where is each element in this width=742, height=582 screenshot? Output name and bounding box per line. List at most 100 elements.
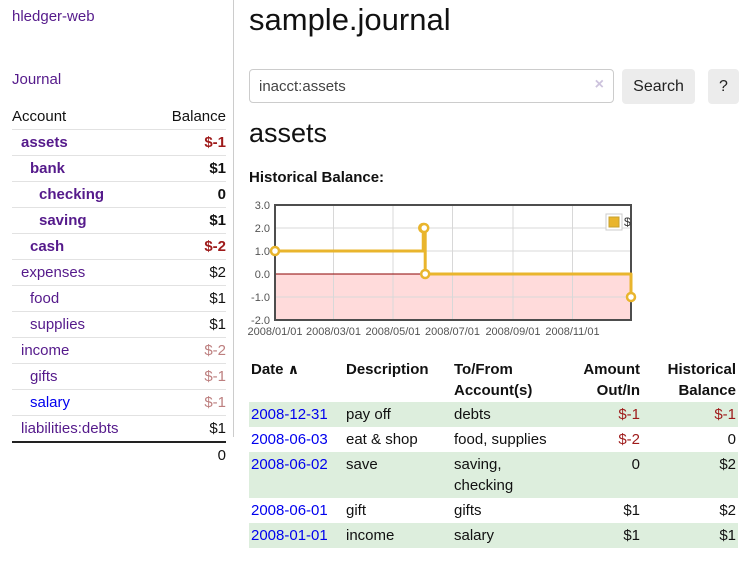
account-link-cash[interactable]: cash [30,238,65,255]
account-balance: $-1 [204,368,226,385]
transaction-amount: $1 [623,527,640,544]
transaction-accounts: salary [454,527,495,544]
transaction-description: gift [346,502,367,519]
data-point-marker [419,268,431,280]
account-link-checking[interactable]: checking [39,186,105,203]
x-axis-tick-label: 2008/09/01 [485,326,540,338]
y-axis-tick-label: 1.0 [255,246,270,258]
transaction-amount: $-1 [618,406,640,423]
x-axis-tick-label: 2008/03/01 [306,326,361,338]
account-row-gifts: gifts $-1 [12,363,226,389]
app-brand-link[interactable]: hledger-web [12,8,95,25]
account-balance: $-1 [204,134,226,151]
legend-swatch [608,216,620,228]
account-balance: 0 [217,186,226,203]
column-header-balance: Historical Balance [667,361,736,399]
account-link-food[interactable]: food [30,290,60,307]
transaction-accounts: gifts [454,502,482,519]
transaction-amount: $1 [623,502,640,519]
register-row[interactable]: 2008-01-01 income salary $1 $1 [249,523,738,548]
y-axis-tick-label: -1.0 [251,292,270,304]
transaction-date-link[interactable]: 2008-01-01 [251,527,328,544]
account-link-saving[interactable]: saving [39,212,87,229]
transaction-accounts: food, supplies [454,431,547,448]
transaction-accounts: saving, checking [454,456,514,494]
account-row-expenses: expenses $2 [12,259,226,285]
sidebar-item-journal[interactable]: Journal [12,71,62,88]
account-link-expenses[interactable]: expenses [21,264,86,281]
register-header-row: Date ∧ Description To/From Account(s) Am… [249,358,738,402]
chart-title: Historical Balance: [249,169,385,186]
search-button[interactable]: Search [622,69,695,104]
account-row-food: food $1 [12,285,226,311]
search-form: × [249,69,614,104]
account-link-gifts[interactable]: gifts [30,368,58,385]
transaction-balance: $1 [719,527,736,544]
transaction-date-link[interactable]: 2008-06-02 [251,456,328,473]
transaction-date-link[interactable]: 2008-06-01 [251,502,328,519]
account-link-assets[interactable]: assets [21,134,68,151]
transaction-description: save [346,456,378,473]
account-row-assets: assets $-1 [12,129,226,155]
transaction-amount: $-2 [618,431,640,448]
account-balance: $1 [209,316,226,333]
transaction-balance: $-1 [714,406,736,423]
column-header-amount: Amount Out/In [583,361,640,399]
data-point-marker [269,245,281,257]
data-point-marker [418,222,430,234]
account-balance: $1 [209,160,226,177]
register-row[interactable]: 2008-06-01 gift gifts $1 $2 [249,498,738,523]
clear-search-icon[interactable]: × [594,76,604,93]
y-axis-tick-label: 2.0 [255,223,270,235]
account-link-bank[interactable]: bank [30,160,66,177]
transaction-date-link[interactable]: 2008-06-03 [251,431,328,448]
y-axis-tick-label: -2.0 [251,315,270,327]
account-balance: $-2 [204,342,226,359]
account-link-liabilities-debts[interactable]: liabilities:debts [21,420,119,437]
account-row-supplies: supplies $1 [12,311,226,337]
register-row[interactable]: 2008-06-02 save saving, checking 0 $2 [249,452,738,498]
accounts-header-row: Account Balance [12,104,226,129]
accounts-header-account: Account [12,108,67,125]
account-balance: $2 [209,264,226,281]
sidebar: hledger-web Journal Account Balance asse… [0,0,234,464]
account-balance: $-2 [204,238,226,255]
sort-ascending-icon: ∧ [287,361,300,377]
account-balance: $1 [209,420,226,437]
account-row-saving: saving $1 [12,207,226,233]
account-row-cash: cash $-2 [12,233,226,259]
register-row[interactable]: 2008-12-31 pay off debts $-1 $-1 [249,402,738,427]
data-point-marker [625,291,637,303]
search-input[interactable] [249,69,614,103]
column-header-accounts: To/From Account(s) [454,361,533,399]
main-content: sample.journal × Search ? assets Histori… [247,0,742,582]
account-balance: $-1 [204,394,226,411]
accounts-tree: Account Balance assets $-1 bank $1 check… [12,104,226,468]
account-row-checking: checking 0 [12,181,226,207]
register-row[interactable]: 2008-06-03 eat & shop food, supplies $-2… [249,427,738,452]
x-axis-tick-label: 2008/01/01 [247,326,302,338]
account-balance: $1 [209,290,226,307]
accounts-total-row: 0 [12,441,226,468]
accounts-header-balance: Balance [171,108,226,125]
account-row-salary: salary $-1 [12,389,226,415]
transaction-amount: 0 [631,456,640,473]
help-button[interactable]: ? [708,69,739,104]
x-axis-tick-label: 2008/05/01 [365,326,420,338]
transaction-date-link[interactable]: 2008-12-31 [251,406,328,423]
column-header-date[interactable]: Date ∧ [251,361,300,378]
legend-label: $ [624,215,631,229]
y-axis-tick-label: 0.0 [255,269,270,281]
account-link-salary[interactable]: salary [30,394,71,411]
account-row-liabilities-debts: liabilities:debts $1 [12,415,226,441]
register-table: Date ∧ Description To/From Account(s) Am… [249,358,738,548]
x-axis-tick-label: 2008/07/01 [425,326,480,338]
account-link-supplies[interactable]: supplies [30,316,86,333]
page-title: sample.journal [249,2,451,37]
account-link-income[interactable]: income [21,342,70,359]
transaction-accounts: debts [454,406,491,423]
column-header-description: Description [346,361,429,378]
accounts-total-value: 0 [217,447,226,464]
plot-border [274,204,632,321]
